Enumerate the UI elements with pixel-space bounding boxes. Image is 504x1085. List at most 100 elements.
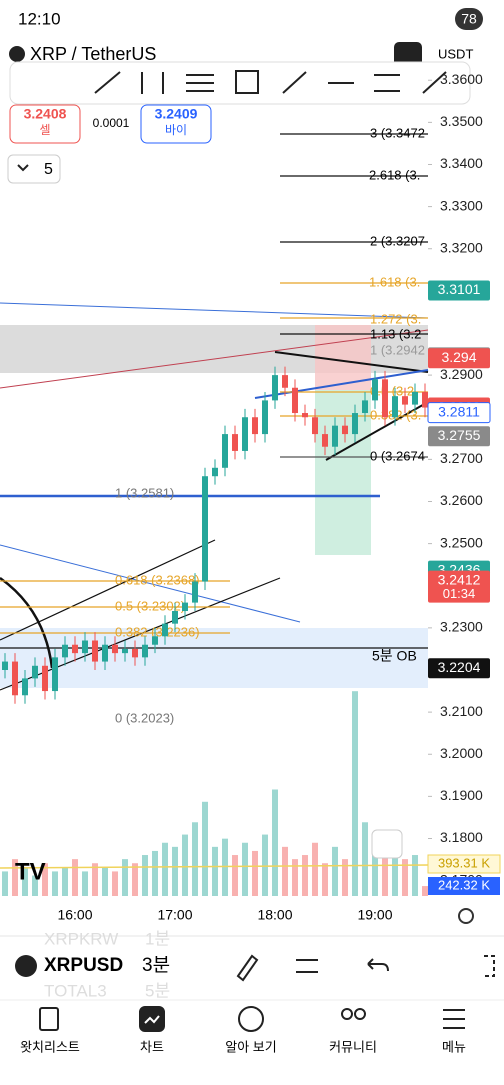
volume-bar <box>332 846 338 896</box>
candle-body <box>262 400 268 435</box>
volume-bar <box>152 850 158 896</box>
volume-bar <box>12 859 18 896</box>
price-label-box <box>428 570 490 603</box>
candle-body <box>42 665 48 692</box>
clock: 12:10 <box>18 9 61 28</box>
candle-body <box>402 396 408 405</box>
volume-bar <box>262 834 268 896</box>
fib-label: 1 (3.2942 <box>370 342 425 357</box>
y-tick-label: 3.2500 <box>440 534 483 550</box>
settings-icon[interactable] <box>458 908 474 924</box>
indicator-count: 5 <box>44 161 53 178</box>
fib-label: 1.13 (3.2 <box>370 326 421 341</box>
y-tick-label: 3.3400 <box>440 155 483 171</box>
volume-last-box <box>428 877 500 895</box>
candle-body <box>132 648 138 658</box>
candle-body <box>82 640 88 654</box>
nav-item[interactable]: 왓치리스트 <box>20 1039 80 1054</box>
candle-body <box>242 417 248 451</box>
buy-button[interactable] <box>140 104 212 144</box>
fib-label: 0.618 (3.2368) <box>115 572 200 587</box>
candle-body <box>222 434 228 468</box>
sell-button[interactable] <box>9 104 81 144</box>
candle-body <box>322 434 328 447</box>
volume-bar <box>212 846 218 896</box>
ob-zone <box>0 628 428 688</box>
countdown: 01:34 <box>443 586 476 601</box>
volume-bar <box>282 846 288 896</box>
volume-bar <box>92 863 98 896</box>
candle-body <box>282 375 288 388</box>
y-tick-label: 3.2100 <box>440 703 483 719</box>
candle-body <box>62 644 68 658</box>
annotations: 3 (3.3472 2.618 (3. 2 (3.3207 1.618 (3. … <box>115 125 425 725</box>
price-label-box <box>428 280 490 301</box>
candle-body <box>362 400 368 414</box>
y-tick-label: 3.2300 <box>440 619 483 635</box>
fib-label: 3 (3.3472 <box>370 125 425 140</box>
interval-faded: 5분 <box>145 981 170 1000</box>
price-label-box <box>428 658 490 679</box>
volume-bar <box>352 691 358 896</box>
toolbar-icons[interactable] <box>94 70 447 94</box>
candle-body <box>312 417 318 435</box>
interval-faded: 1분 <box>145 929 170 948</box>
candle-body <box>12 661 18 696</box>
volume-bar <box>362 822 368 896</box>
volume-bar <box>72 859 78 896</box>
volume-last-label: 242.32 K <box>438 877 490 892</box>
indicator-toggle[interactable] <box>7 154 61 184</box>
candle-body <box>142 644 148 658</box>
drawing-toolbar <box>9 61 471 105</box>
volume-bar <box>182 834 188 896</box>
y-tick-label: 3.1900 <box>440 787 483 803</box>
candle-body <box>162 623 168 637</box>
candle-body <box>272 375 278 401</box>
ob-label: 5분 OB <box>372 648 417 664</box>
price-label-box <box>427 402 491 424</box>
candle-body <box>92 640 98 662</box>
interval[interactable]: 3분 <box>142 955 170 976</box>
volume-bar <box>172 846 178 896</box>
triangle-line <box>274 351 429 373</box>
scroll-button[interactable] <box>371 829 403 859</box>
y-tick-label: 3.3500 <box>440 113 483 129</box>
buy-label: 바이 <box>165 123 187 137</box>
y-tick-label: 3.3300 <box>440 197 483 213</box>
nav-item[interactable]: 차트 <box>140 1039 164 1054</box>
symbol-title[interactable]: XRP / TetherUS <box>30 44 156 64</box>
nav-item[interactable]: 메뉴 <box>442 1039 466 1054</box>
symbol[interactable]: XRPUSD <box>44 955 123 976</box>
candle-body <box>32 665 38 679</box>
candle-body <box>202 476 208 582</box>
symbol-faded: XRPKRW <box>44 929 118 948</box>
volume-bar <box>122 859 128 896</box>
x-tick-label: 18:00 <box>257 907 292 923</box>
candle-body <box>342 425 348 435</box>
x-tick-label: 16:00 <box>57 907 92 923</box>
fib-label: 2.618 (3. <box>369 167 420 182</box>
symbol-faded: TOTAL3 <box>44 981 107 1000</box>
candle-body <box>372 379 378 401</box>
volume-bar <box>22 867 28 896</box>
candle-body <box>2 661 8 670</box>
candle-body <box>52 657 58 692</box>
chevron <box>17 164 29 172</box>
volume-bar <box>162 842 168 896</box>
nav-item[interactable]: 커뮤니티 <box>329 1039 377 1054</box>
y-tick-label: 3.2000 <box>440 745 483 761</box>
volume-bar <box>322 863 328 896</box>
candle-body <box>72 644 78 654</box>
candle-body <box>302 413 308 418</box>
logo: TV <box>15 858 46 885</box>
fib-label: 1 (3.2581) <box>115 485 174 500</box>
action-icons[interactable] <box>236 954 495 982</box>
trend-line <box>0 544 301 623</box>
volume-bar <box>2 871 8 896</box>
nav-item[interactable]: 알아 보기 <box>225 1039 276 1054</box>
bottom-nav: 왓치리스트 차트 알아 보기 커뮤니티 메뉴 <box>20 1039 466 1054</box>
volume-bar <box>222 838 228 896</box>
candle-body <box>382 379 388 418</box>
volume-bar <box>102 867 108 896</box>
